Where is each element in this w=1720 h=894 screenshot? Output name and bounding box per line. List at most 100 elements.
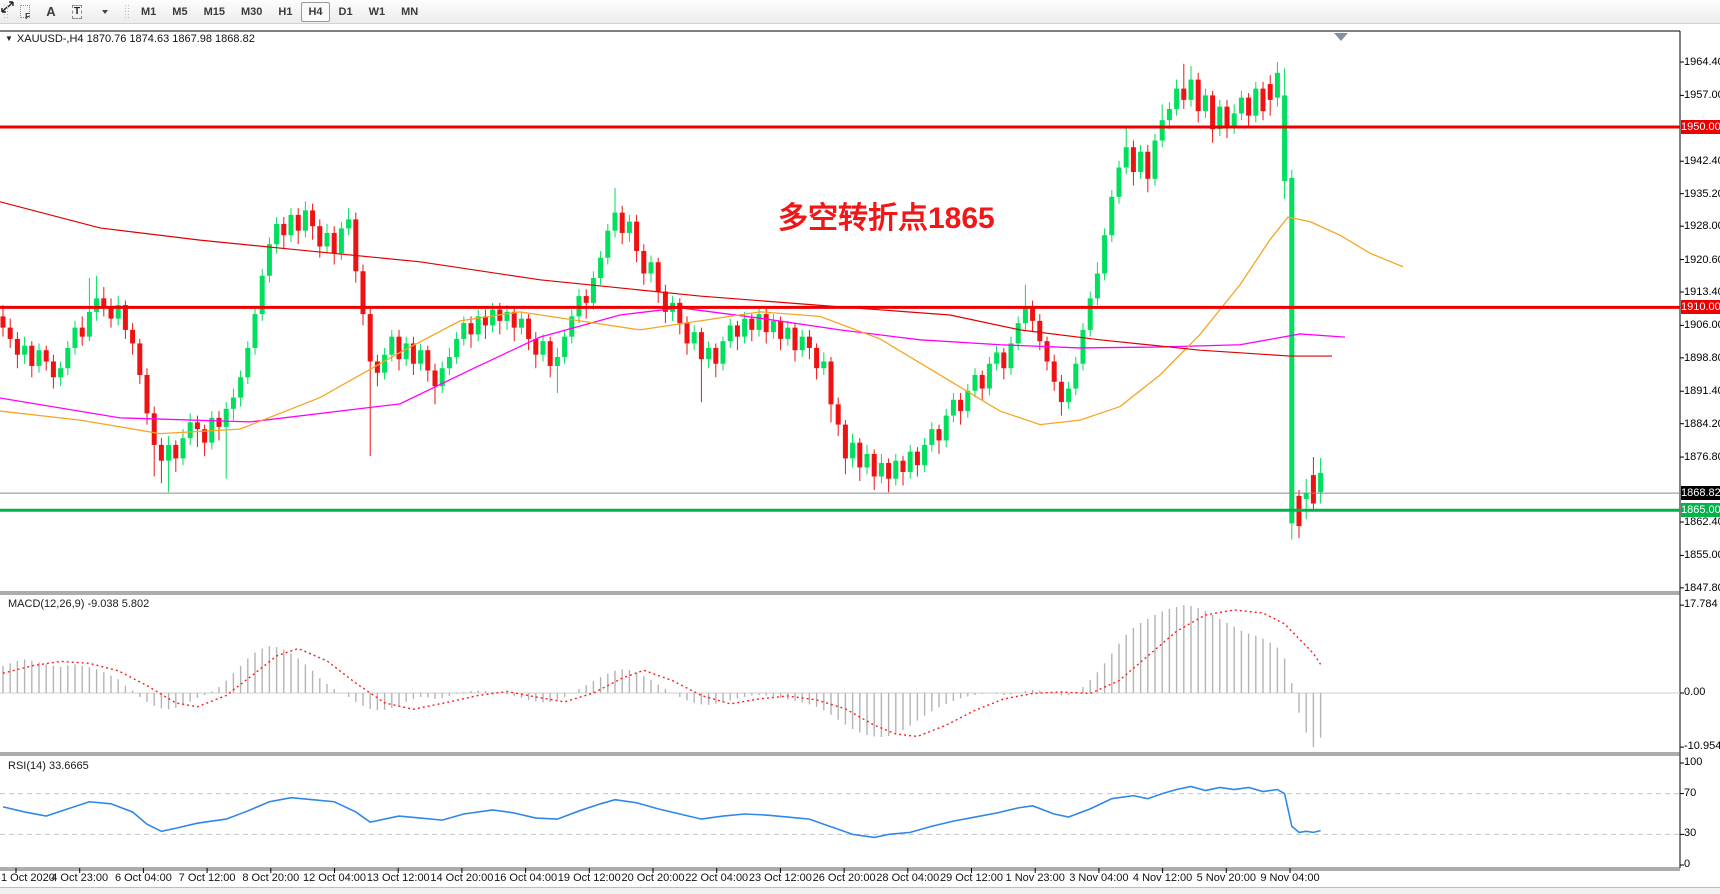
candle-body [756,314,762,330]
ma-magenta-line [0,307,1346,423]
candle-body [1015,323,1021,344]
date-label: 22 Oct 04:00 [685,872,749,884]
candle-body [742,318,748,337]
date-label: 19 Oct 12:00 [557,872,621,884]
candle-body [994,352,1000,364]
timeframe-button-h1[interactable]: H1 [278,5,293,18]
timeframe-button-mn[interactable]: MN [401,5,419,18]
chart-title: ▼ XAUUSD-,H4 1870.76 1874.63 1867.98 1868… [5,33,255,45]
candle-body [950,399,956,416]
candle-body [958,399,964,412]
rsi-scale-label: 30 [1684,827,1697,840]
text-box-tool-button[interactable]: T [65,2,89,22]
arrows-tool-button[interactable] [1,1,115,22]
candle-body [14,338,20,355]
candle-body [814,347,820,369]
candle-body [1073,363,1079,389]
price-tick-label: 1898.80 [1684,351,1720,364]
timeframe-button-m5[interactable]: M5 [172,5,188,18]
candle-body [1030,307,1036,321]
candle-body [50,361,56,378]
price-line-badge: 1950.00 [1681,119,1720,134]
timeframe-button-d1[interactable]: D1 [338,5,353,18]
arrows-dropdown-caret[interactable] [101,9,108,14]
candle-body [1318,472,1324,493]
candle-body [223,408,229,427]
candle-body [634,221,640,251]
candle-body [590,278,596,303]
ma-orange-line [0,216,1404,435]
candle-body [230,397,236,409]
candle-body [475,316,481,335]
candle-body [1267,84,1273,100]
candle-body [1274,72,1280,98]
candle-body [79,327,85,337]
price-tick-label: 1906.00 [1684,319,1720,332]
candle-body [864,453,870,468]
font-grid-tool-button[interactable]: F [13,2,37,22]
candle-body [346,219,352,229]
candle-body [1289,177,1295,524]
candle-body [691,332,697,344]
candle-body [605,230,611,258]
date-label: 5 Nov 20:00 [1196,872,1256,884]
candle-body [101,298,107,308]
candle-body [641,250,647,274]
candle-body [778,320,784,339]
candle-body [302,210,308,231]
timeframe-drag-handle[interactable] [124,3,129,20]
candle-body [317,226,323,247]
date-label: 14 Oct 20:00 [430,872,494,884]
rsi-scale-label: 100 [1684,756,1703,768]
candle-body [907,451,913,472]
candle-body [43,350,49,362]
candle-body [1260,88,1266,112]
date-label: 26 Oct 20:00 [812,872,876,884]
date-label: 7 Oct 12:00 [178,872,236,884]
candle-body [554,356,560,366]
price-tick-label: 1862.40 [1684,516,1720,529]
candle-body [360,271,366,315]
candle-body [770,320,776,333]
candle-body [58,368,64,378]
price-line-badge: 1910.00 [1681,300,1720,315]
candle-body [194,422,200,430]
text-box-icon: T [72,4,82,19]
candle-body [734,325,740,337]
quote-collapse-caret[interactable]: ▼ [5,34,13,43]
timeframe-button-m30[interactable]: M30 [240,5,263,18]
candle-body [727,325,733,342]
text-label-tool-button[interactable]: A [39,2,63,22]
candle-body [158,444,164,461]
candle-body [979,374,985,389]
date-label: 23 Oct 12:00 [748,872,812,884]
candle-body [1181,88,1187,100]
timeframe-button-m15[interactable]: M15 [203,5,225,18]
candle-body [1282,95,1288,182]
text-label-icon: A [46,4,56,19]
candle-body [655,262,661,292]
date-label: 1 Oct 2020 [1,872,55,884]
candle-body [720,341,726,364]
date-label: 28 Oct 04:00 [876,872,940,884]
chart-shift-marker[interactable] [1334,33,1348,41]
candle-body [403,343,409,360]
price-tick-label: 1876.80 [1684,451,1720,464]
timeframe-button-w1[interactable]: W1 [368,5,386,18]
date-label: 13 Oct 12:00 [366,872,430,884]
candle-body [338,228,344,254]
candle-body [482,316,488,326]
candle-body [1037,320,1043,342]
candle-body [677,302,683,324]
candle-body [569,316,575,337]
candle-body [7,327,13,339]
candle-body [374,361,380,373]
timeframe-button-m1[interactable]: M1 [141,5,157,18]
timeframe-button-h4[interactable]: H4 [301,1,330,22]
date-label: 16 Oct 04:00 [494,872,558,884]
candle-body [446,356,452,369]
candle-body [1102,235,1108,274]
candle-body [1224,106,1230,127]
candle-body [713,347,719,364]
